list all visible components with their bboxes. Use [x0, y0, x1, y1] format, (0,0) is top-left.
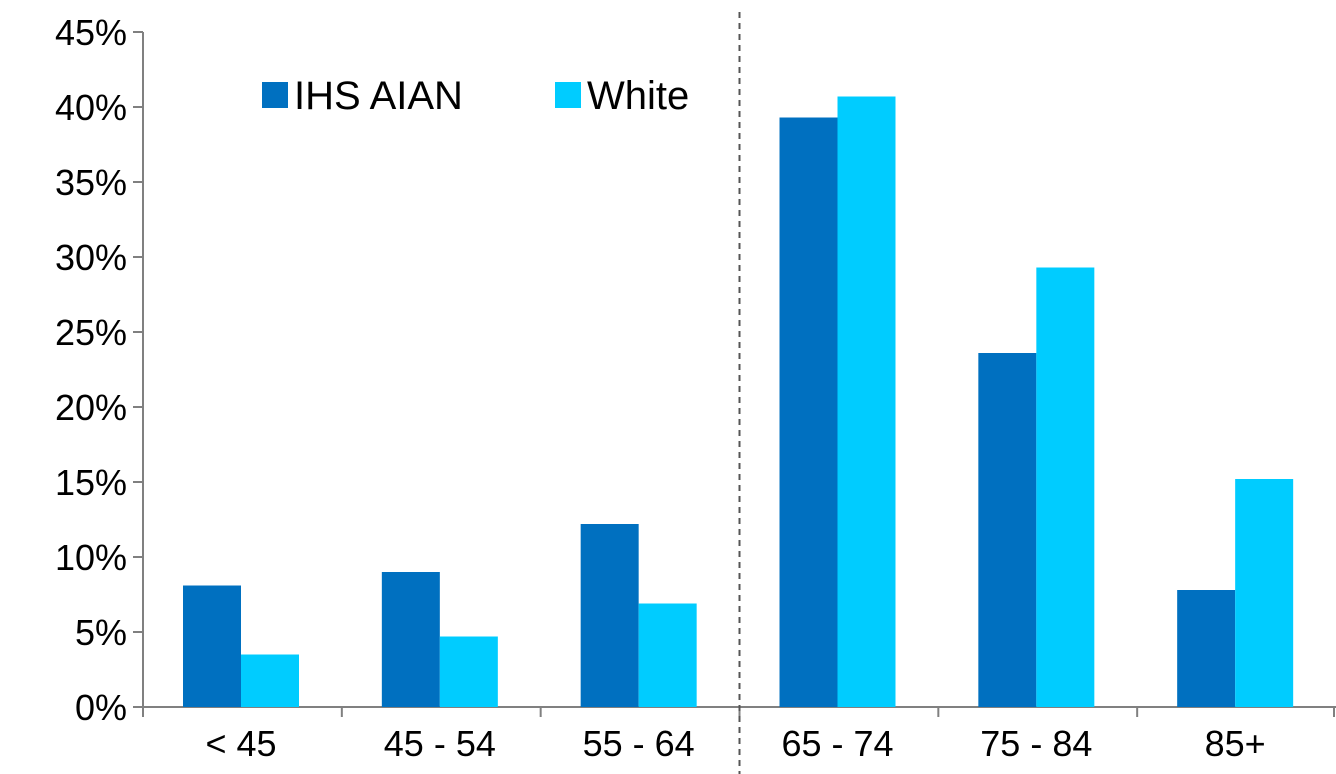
y-tick-label: 25% [55, 312, 127, 353]
bar-white [638, 603, 697, 707]
y-tick-label: 15% [55, 462, 127, 503]
bar-ihs-aian [381, 572, 440, 707]
y-tick-label: 35% [55, 162, 127, 203]
y-tick-label: 0% [75, 687, 127, 728]
y-tick-label: 45% [55, 12, 127, 53]
x-category-label: 55 - 64 [583, 723, 695, 764]
x-axis: < 45 45 - 54 55 - 64 65 - 74 75 - 84 85+ [142, 706, 1336, 764]
x-category-label: 75 - 84 [980, 723, 1092, 764]
bar-white [241, 654, 299, 707]
legend: IHS AIAN White [262, 74, 689, 118]
bar-white [837, 96, 896, 707]
legend-label: White [587, 74, 689, 118]
bar-white [1235, 479, 1294, 707]
legend-label: IHS AIAN [294, 74, 463, 118]
y-tick-label: 30% [55, 237, 127, 278]
x-category-label: 45 - 54 [384, 723, 496, 764]
legend-swatch [555, 82, 581, 108]
x-category-label: 65 - 74 [781, 723, 893, 764]
y-tick-label: 5% [75, 612, 127, 653]
bar-ihs-aian [183, 585, 241, 707]
bar-ihs-aian [1177, 590, 1236, 707]
y-tick-label: 20% [55, 387, 127, 428]
bar-ihs-aian [978, 353, 1037, 707]
bars [183, 96, 1294, 707]
x-category-label: 85+ [1205, 723, 1266, 764]
bar-white [439, 636, 498, 707]
y-axis: 0% 5% 10% 15% 20% 25% 30% 35% 40% 45% [55, 12, 144, 728]
y-tick-label: 10% [55, 537, 127, 578]
legend-swatch [262, 82, 288, 108]
bar-ihs-aian [779, 117, 838, 707]
bar-ihs-aian [580, 524, 639, 707]
y-tick-label: 40% [55, 87, 127, 128]
bar-white [1036, 267, 1095, 707]
x-category-label: < 45 [205, 723, 276, 764]
